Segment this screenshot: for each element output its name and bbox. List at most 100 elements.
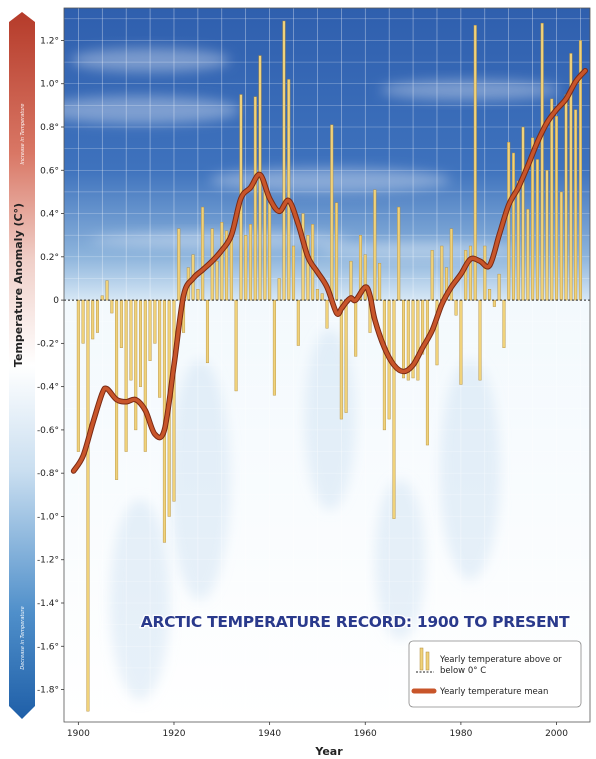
anomaly-bar xyxy=(382,299,386,431)
y-tick-label: -0.8° xyxy=(37,469,59,479)
y-tick-label: 0.4° xyxy=(40,210,59,220)
legend-label-mean: Yearly temperature mean xyxy=(439,687,548,697)
anomaly-bar xyxy=(225,230,229,301)
anomaly-bar xyxy=(507,141,511,301)
anomaly-bar xyxy=(339,299,343,420)
anomaly-bar xyxy=(555,115,559,301)
anomaly-bar xyxy=(535,159,539,301)
y-tick-label: 1.2° xyxy=(40,36,59,46)
anomaly-bar xyxy=(569,53,573,301)
anomaly-bar xyxy=(526,209,530,301)
anomaly-bar xyxy=(177,228,181,301)
anomaly-bar xyxy=(464,250,468,301)
anomaly-bar xyxy=(550,98,554,301)
anomaly-bar xyxy=(440,245,444,301)
y-tick-label: 1.0° xyxy=(40,80,59,90)
anomaly-bar xyxy=(110,299,114,314)
x-tick-label: 2000 xyxy=(545,729,568,739)
anomaly-bar xyxy=(449,228,453,301)
anomaly-bar xyxy=(473,25,477,301)
anomaly-bar xyxy=(497,273,501,301)
x-tick-label: 1980 xyxy=(449,729,472,739)
anomaly-bar xyxy=(416,299,420,381)
anomaly-bar xyxy=(263,180,267,301)
chart-title: ARCTIC TEMPERATURE RECORD: 1900 TO PRESE… xyxy=(141,613,570,631)
y-tick-label: 0.6° xyxy=(40,166,59,176)
mean-line xyxy=(71,68,587,473)
anomaly-bar xyxy=(301,213,305,301)
anomaly-bar xyxy=(244,234,248,301)
ice-texture xyxy=(170,360,230,600)
anomaly-bar xyxy=(139,299,143,387)
anomaly-bar xyxy=(330,124,334,301)
anomaly-bar xyxy=(459,299,463,385)
anomaly-bar xyxy=(248,224,252,301)
anomaly-bar xyxy=(282,20,286,301)
anomaly-bar xyxy=(373,189,377,301)
y-tick-label: -1.0° xyxy=(37,512,59,522)
anomaly-bar xyxy=(268,202,272,301)
y-axis-title: Temperature Anomaly (C°) xyxy=(12,203,25,367)
anomaly-bar xyxy=(545,170,549,301)
anomaly-bar xyxy=(172,299,176,502)
y-tick-label: -1.6° xyxy=(37,642,59,652)
anomaly-bar xyxy=(292,245,296,301)
anomaly-bar xyxy=(378,263,382,301)
y-tick-label: 0.2° xyxy=(40,253,59,263)
anomaly-bar xyxy=(402,299,406,379)
anomaly-bar xyxy=(421,299,425,355)
y-tick-label: -1.2° xyxy=(37,556,59,566)
anomaly-bar xyxy=(153,299,157,344)
anomaly-bar xyxy=(344,299,348,413)
anomaly-bar xyxy=(148,299,152,361)
cloud-streak xyxy=(380,80,560,100)
anomaly-bar xyxy=(363,254,367,301)
anomaly-bar xyxy=(478,299,482,381)
anomaly-bar xyxy=(320,293,324,301)
anomaly-bar xyxy=(574,109,578,301)
anomaly-bar xyxy=(143,299,147,452)
anomaly-bar xyxy=(220,221,224,301)
cloud-streak xyxy=(210,168,450,192)
anomaly-bar xyxy=(502,299,506,348)
anomaly-bar xyxy=(287,79,291,301)
anomaly-bar xyxy=(430,250,434,301)
anomaly-bar xyxy=(205,299,209,364)
anomaly-bar xyxy=(564,94,568,301)
anomaly-bar xyxy=(349,260,353,301)
anomaly-bar xyxy=(397,206,401,301)
x-tick-label: 1900 xyxy=(67,729,90,739)
y-axis-ticks: 1.2° 1.0° 0.8° 0.6° 0.4° 0.2° 0 -0.2° -0.4° -0.6°… xyxy=(37,36,64,696)
anomaly-bar xyxy=(201,206,205,301)
ice-texture xyxy=(440,360,500,580)
arrow-label-decrease: Decrease in Temperature xyxy=(20,606,26,669)
x-axis-title: Year xyxy=(314,745,343,758)
anomaly-bar xyxy=(124,299,128,452)
anomaly-bar xyxy=(488,289,492,301)
anomaly-bar xyxy=(158,299,162,398)
anomaly-bar xyxy=(559,191,563,301)
anomaly-bar xyxy=(91,299,95,340)
anomaly-bar xyxy=(129,299,133,381)
anomaly-bar xyxy=(81,299,85,344)
anomaly-bar xyxy=(325,299,329,329)
temperature-arrow-shape xyxy=(9,12,35,719)
anomaly-bar xyxy=(277,278,281,301)
anomaly-bar xyxy=(105,280,109,301)
anomaly-bar xyxy=(306,234,310,301)
y-tick-label: 0 xyxy=(53,296,59,306)
anomaly-bar xyxy=(468,245,472,301)
y-tick-label: -1.8° xyxy=(37,686,59,696)
anomaly-bar xyxy=(100,295,104,301)
anomaly-bar xyxy=(196,289,200,301)
x-tick-label: 1960 xyxy=(354,729,377,739)
anomaly-bar xyxy=(234,299,238,392)
anomaly-bar xyxy=(511,152,515,301)
cloud-streak xyxy=(40,96,240,124)
anomaly-bar xyxy=(215,260,219,301)
anomaly-bar xyxy=(95,299,99,333)
legend-bar-swatch-2 xyxy=(425,651,430,671)
y-tick-label: 0.8° xyxy=(40,123,59,133)
anomaly-bar xyxy=(335,202,339,301)
